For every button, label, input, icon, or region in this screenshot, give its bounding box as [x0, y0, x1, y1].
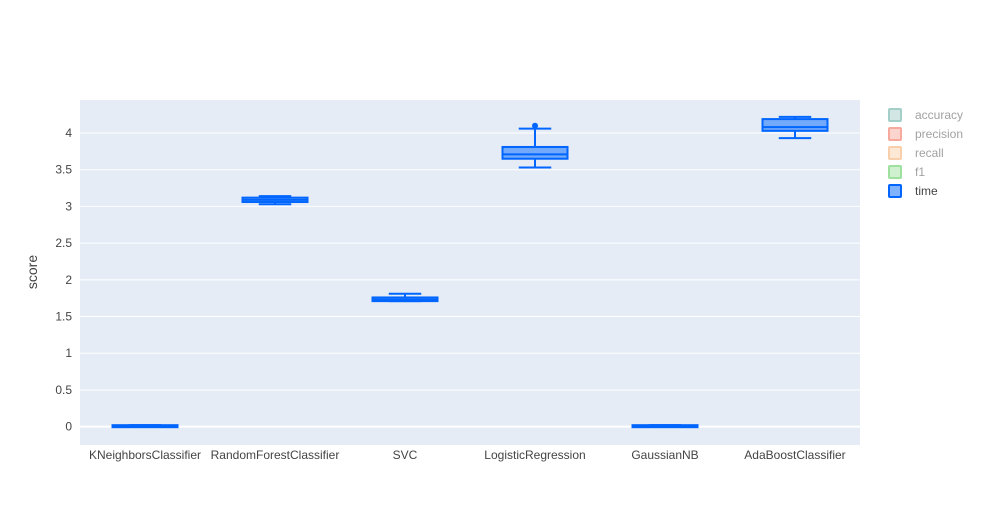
x-tick-label: AdaBoostClassifier — [744, 448, 845, 462]
legend-swatch — [888, 127, 902, 141]
y-tick-label: 0.5 — [55, 383, 72, 397]
x-tick-labels: KNeighborsClassifier RandomForestClassifi… — [89, 448, 846, 462]
x-tick-label: KNeighborsClassifier — [89, 448, 201, 462]
legend-label: accuracy — [915, 108, 963, 122]
legend-label: time — [915, 184, 938, 198]
y-tick-label: 1 — [65, 346, 72, 360]
legend[interactable]: accuracy precision recall f1 time — [888, 108, 963, 198]
outlier-point — [532, 122, 538, 129]
x-tick-label: LogisticRegression — [484, 448, 585, 462]
y-tick-label: 3.5 — [55, 163, 72, 177]
y-tick-label: 1.5 — [55, 310, 72, 324]
box-KNeighborsClassifier — [111, 424, 179, 429]
legend-label: precision — [915, 127, 963, 141]
x-tick-label: GaussianNB — [631, 448, 698, 462]
y-tick-label: 2 — [65, 273, 72, 287]
y-tick-labels: 0 0.5 1 1.5 2 2.5 3 3.5 4 — [55, 126, 72, 434]
box-AdaBoostClassifier — [761, 115, 829, 140]
box-LogisticRegression — [501, 122, 569, 169]
legend-swatch — [888, 184, 902, 198]
y-axis-title: score — [24, 255, 40, 289]
y-tick-label: 2.5 — [55, 236, 72, 250]
y-tick-label: 4 — [65, 126, 72, 140]
legend-label: recall — [915, 146, 944, 160]
legend-item-recall[interactable]: recall — [888, 146, 944, 160]
legend-item-time[interactable]: time — [888, 184, 938, 198]
legend-item-precision[interactable]: precision — [888, 127, 963, 141]
box-GaussianNB — [631, 424, 699, 429]
iqr-box — [501, 145, 569, 160]
y-tick-label: 3 — [65, 199, 72, 213]
iqr-box — [761, 118, 829, 132]
legend-swatch — [888, 165, 902, 179]
legend-swatch — [888, 108, 902, 122]
legend-item-f1[interactable]: f1 — [888, 165, 925, 179]
y-gridlines — [80, 132, 860, 428]
box-series-time — [111, 115, 829, 429]
y-tick-label: 0 — [65, 420, 72, 434]
x-tick-label: RandomForestClassifier — [211, 448, 340, 462]
box-SVC — [371, 292, 439, 303]
legend-item-accuracy[interactable]: accuracy — [888, 108, 963, 122]
x-tick-label: SVC — [393, 448, 418, 462]
plot-background — [80, 100, 860, 445]
legend-label: f1 — [915, 165, 925, 179]
legend-swatch — [888, 146, 902, 160]
box-RandomForestClassifier — [241, 195, 309, 206]
